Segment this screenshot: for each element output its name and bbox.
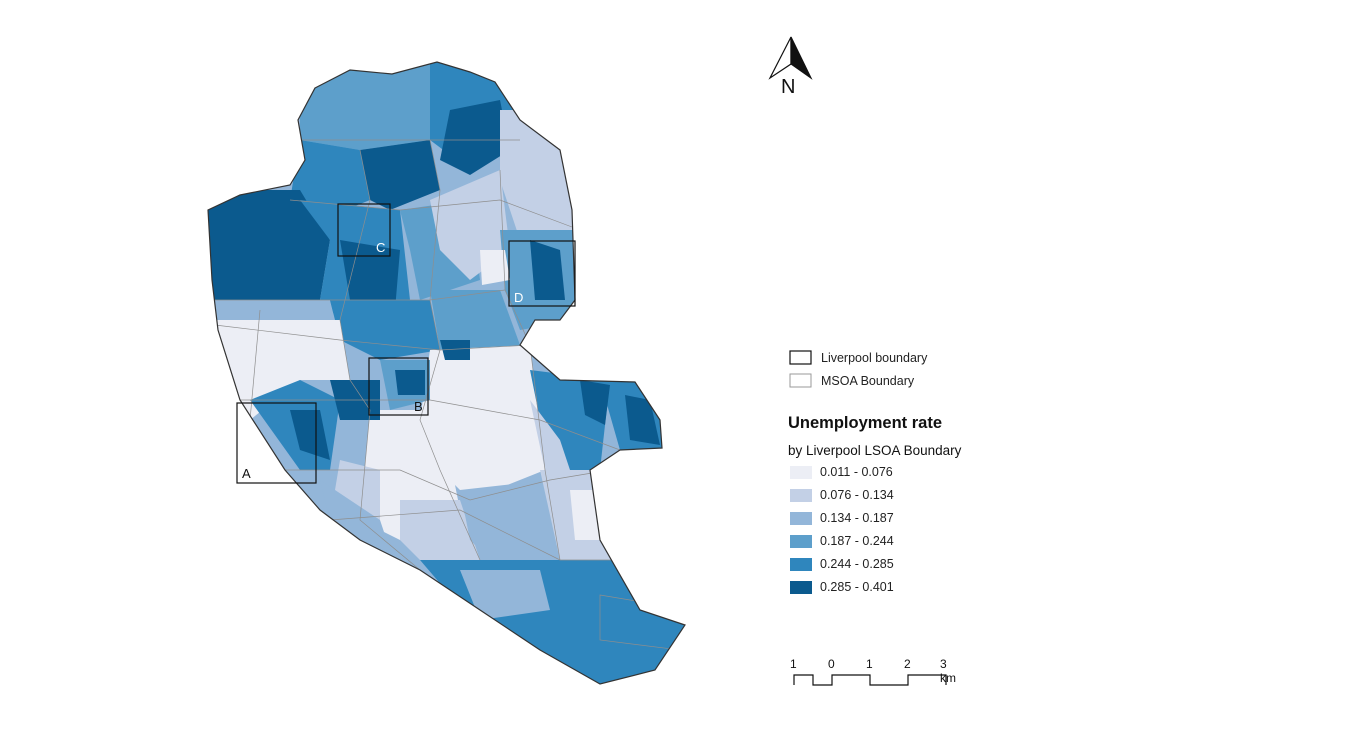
legend-item-msoa-boundary: MSOA Boundary (821, 374, 914, 388)
legend-swatch (790, 557, 812, 571)
legend-item-class: 0.285 - 0.401 (790, 580, 894, 594)
lsoa-region (290, 410, 330, 460)
legend-item-liverpool-boundary: Liverpool boundary (821, 351, 927, 365)
lsoa-region (300, 62, 440, 150)
msoa-boundaries (210, 139, 685, 651)
lsoa-region (530, 240, 565, 300)
lsoa-regions (208, 62, 685, 684)
legend-swatch-msoa-boundary (789, 373, 812, 388)
lsoa-region (215, 320, 350, 420)
legend-swatch (790, 488, 812, 502)
lsoa-region (440, 340, 470, 360)
legend-item-class: 0.076 - 0.134 (790, 488, 894, 502)
inset-box-d: D (508, 240, 576, 307)
inset-box-b: B (368, 357, 429, 416)
legend-swatch (790, 580, 812, 594)
legend-item-class: 0.011 - 0.076 (790, 465, 893, 479)
liverpool-boundary (207, 61, 686, 685)
lsoa-region (420, 345, 545, 500)
lsoa-region (480, 250, 510, 285)
scale-tick-label: 2 (904, 657, 911, 671)
lsoa-region (570, 490, 600, 540)
scale-tick-label: 3 km (940, 657, 956, 685)
lsoa-region (460, 570, 550, 620)
lsoa-region (400, 500, 480, 570)
legend-swatch (790, 465, 812, 479)
inset-box-a: A (236, 402, 317, 484)
legend-label: 0.187 - 0.244 (820, 534, 894, 548)
north-arrow-icon (768, 36, 813, 80)
legend-item-class: 0.244 - 0.285 (790, 557, 894, 571)
lsoa-region (360, 140, 440, 210)
legend-label: Liverpool boundary (821, 351, 928, 365)
scale-tick-label: 0 (828, 657, 835, 671)
legend-label: 0.244 - 0.285 (820, 557, 894, 571)
legend-label: MSOA Boundary (821, 374, 915, 388)
north-label: N (781, 76, 796, 98)
lsoa-region (530, 400, 570, 470)
inset-box-c: C (337, 203, 391, 257)
legend-label: 0.134 - 0.187 (820, 511, 894, 525)
legend-item-class: 0.187 - 0.244 (790, 534, 894, 548)
legend-swatch-liverpool-boundary (789, 350, 812, 365)
lsoa-region (580, 380, 610, 425)
legend-label: 0.011 - 0.076 (820, 465, 893, 479)
lsoa-region (340, 240, 400, 310)
inset-label-d: D (514, 290, 523, 305)
scale-tick-label: 1 (790, 657, 797, 671)
legend-swatch (790, 534, 812, 548)
lsoa-region (330, 300, 440, 360)
legend-label: 0.285 - 0.401 (820, 580, 894, 594)
lsoa-region (440, 100, 510, 175)
inset-label-a: A (242, 466, 251, 481)
scale-tick-label: 1 (866, 657, 873, 671)
legend-swatch (790, 511, 812, 525)
lsoa-region (290, 140, 370, 220)
legend-title: Unemployment rate (788, 414, 943, 432)
legend-label: 0.076 - 0.134 (820, 488, 894, 502)
lsoa-region (208, 190, 330, 310)
legend-item-class: 0.134 - 0.187 (790, 511, 894, 525)
inset-label-b: B (414, 399, 423, 414)
lsoa-region (395, 370, 425, 395)
inset-label-c: C (376, 240, 385, 255)
scale-bar (793, 674, 947, 686)
legend-subtitle: by Liverpool LSOA Boundary (788, 443, 962, 458)
